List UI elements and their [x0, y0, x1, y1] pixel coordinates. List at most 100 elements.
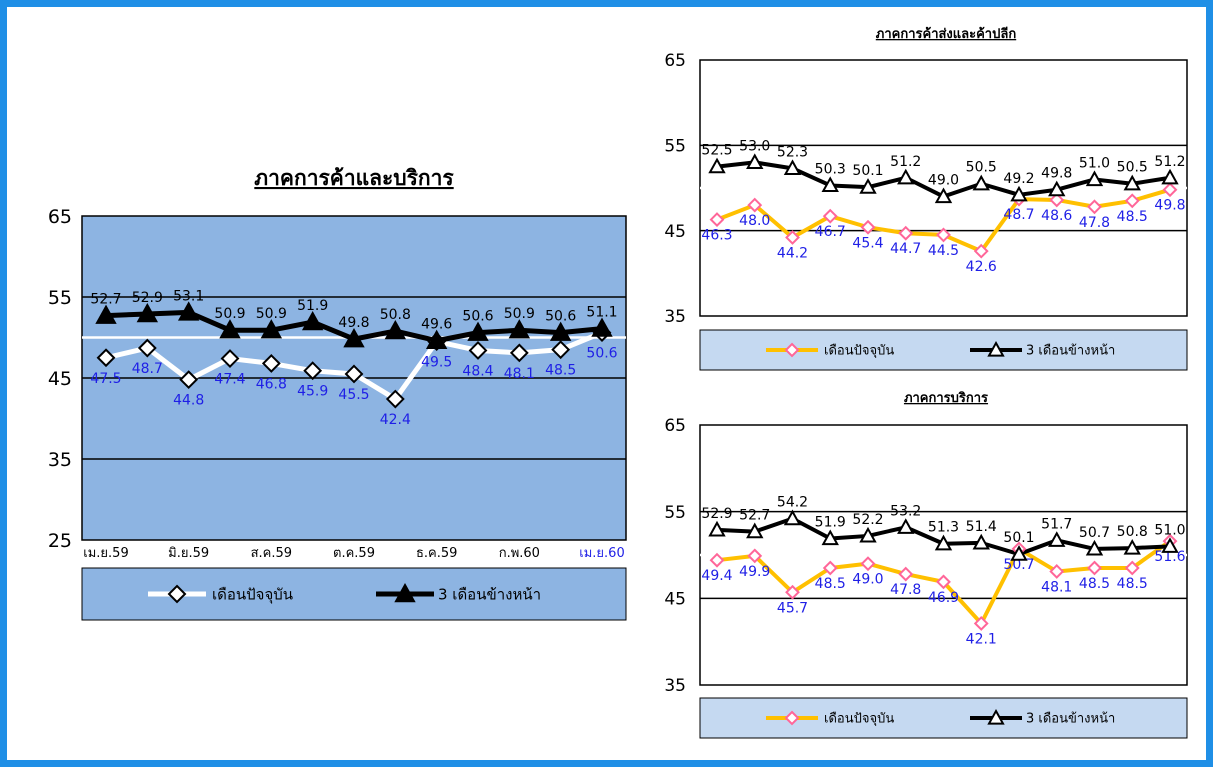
data-label-current: 48.5 [1079, 576, 1110, 592]
data-label-current: 44.8 [173, 393, 204, 409]
point-3-months-ahead [425, 329, 448, 349]
point-current [785, 584, 800, 600]
data-label-3-months-ahead: 51.9 [815, 515, 846, 531]
point-current [385, 389, 405, 409]
y-tick-label: 35 [664, 676, 686, 696]
point-current [747, 197, 763, 213]
data-label-3-months-ahead: 49.2 [1003, 171, 1034, 187]
y-tick-label: 45 [664, 589, 686, 609]
y-tick-label: 65 [48, 206, 72, 228]
point-current [344, 364, 364, 384]
point-3-months-ahead [136, 302, 159, 323]
x-tick-label: ต.ค.59 [333, 546, 375, 561]
legend-label-3-months-ahead: 3 เดือนข้างหน้า [438, 585, 541, 603]
data-label-current: 51.6 [1154, 549, 1185, 565]
point-current [468, 341, 488, 360]
data-label-3-months-ahead: 50.6 [462, 309, 493, 325]
point-3-months-ahead [821, 176, 839, 193]
data-label-3-months-ahead: 51.0 [1154, 522, 1185, 538]
point-3-months-ahead [219, 319, 241, 339]
data-label-current: 48.4 [462, 363, 493, 379]
point-3-months-ahead [591, 317, 613, 337]
data-label-3-months-ahead: 52.3 [777, 144, 808, 160]
point-3-months-ahead [508, 319, 531, 339]
data-label-current: 47.4 [214, 372, 245, 388]
data-label-3-months-ahead: 51.1 [586, 305, 617, 321]
data-label-3-months-ahead: 49.8 [1041, 166, 1072, 182]
y-tick-label: 35 [664, 307, 686, 327]
x-tick-label: ธ.ค.59 [416, 546, 457, 561]
legend-marker-3-months-ahead [987, 708, 1005, 725]
point-3-months-ahead [1085, 539, 1104, 556]
point-current [747, 548, 763, 564]
point-3-months-ahead [708, 520, 726, 537]
point-current [1049, 192, 1065, 208]
y-tick-label: 55 [48, 287, 72, 309]
point-3-months-ahead [859, 178, 877, 194]
data-label-3-months-ahead: 49.8 [338, 315, 369, 331]
data-label-current: 48.6 [1041, 208, 1072, 224]
data-label-3-months-ahead: 52.7 [739, 508, 770, 524]
point-current [220, 349, 240, 368]
y-tick-label: 25 [48, 530, 72, 552]
data-label-current: 48.5 [1117, 209, 1148, 225]
point-3-months-ahead [1123, 174, 1141, 191]
point-current [709, 212, 725, 227]
point-3-months-ahead [897, 518, 915, 534]
data-label-3-months-ahead: 51.9 [297, 298, 328, 314]
point-3-months-ahead [897, 168, 915, 185]
data-label-current: 48.5 [545, 363, 576, 379]
point-current [96, 348, 116, 368]
legend-marker-current [784, 710, 800, 726]
point-3-months-ahead [1161, 537, 1179, 553]
point-current [1124, 560, 1140, 576]
data-label-3-months-ahead: 49.0 [928, 173, 959, 189]
legend-label-3-months-ahead: 3 เดือนข้างหน้า [1026, 711, 1115, 727]
point-current [1087, 199, 1102, 215]
data-label-3-months-ahead: 52.9 [701, 506, 732, 522]
data-label-3-months-ahead: 52.2 [852, 512, 883, 528]
legend-label-3-months-ahead: 3 เดือนข้างหน้า [1026, 343, 1115, 359]
x-tick-label: ก.พ.60 [499, 546, 540, 561]
point-3-months-ahead [301, 311, 324, 331]
legend-marker-current [784, 342, 800, 358]
point-current [1049, 564, 1065, 579]
data-label-current: 48.7 [1003, 207, 1034, 223]
point-3-months-ahead [95, 304, 117, 324]
point-3-months-ahead [343, 328, 365, 348]
data-label-current: 47.8 [1079, 215, 1110, 231]
point-3-months-ahead [177, 301, 200, 321]
point-3-months-ahead [934, 187, 953, 204]
data-label-3-months-ahead: 52.7 [90, 292, 121, 308]
point-3-months-ahead [783, 509, 802, 526]
point-3-months-ahead [972, 174, 990, 191]
data-label-current: 46.7 [815, 224, 846, 240]
point-current [709, 552, 725, 568]
y-tick-label: 55 [664, 503, 686, 523]
data-label-current: 44.5 [928, 243, 959, 259]
point-3-months-ahead [1048, 180, 1066, 197]
data-label-current: 45.9 [297, 384, 328, 400]
data-label-current: 49.5 [421, 355, 452, 371]
point-3-months-ahead [821, 529, 839, 546]
data-label-current: 48.5 [815, 576, 846, 592]
point-current [860, 219, 876, 235]
data-label-current: 44.7 [890, 241, 921, 257]
data-label-3-months-ahead: 50.1 [1003, 530, 1034, 546]
data-label-3-months-ahead: 50.8 [1117, 524, 1148, 540]
point-current [137, 338, 157, 358]
data-label-current: 45.4 [852, 235, 883, 251]
point-3-months-ahead [783, 159, 802, 175]
point-current [303, 361, 323, 381]
data-label-3-months-ahead: 50.5 [966, 160, 997, 176]
data-label-3-months-ahead: 50.6 [545, 309, 576, 325]
point-3-months-ahead [1085, 170, 1104, 187]
data-label-current: 42.6 [966, 259, 997, 275]
x-tick-label: เม.ย.60 [579, 546, 624, 561]
data-label-3-months-ahead: 51.2 [890, 154, 921, 170]
data-label-current: 42.4 [380, 412, 411, 428]
point-3-months-ahead [972, 533, 990, 550]
point-current [898, 225, 914, 241]
data-label-3-months-ahead: 52.9 [132, 290, 163, 306]
